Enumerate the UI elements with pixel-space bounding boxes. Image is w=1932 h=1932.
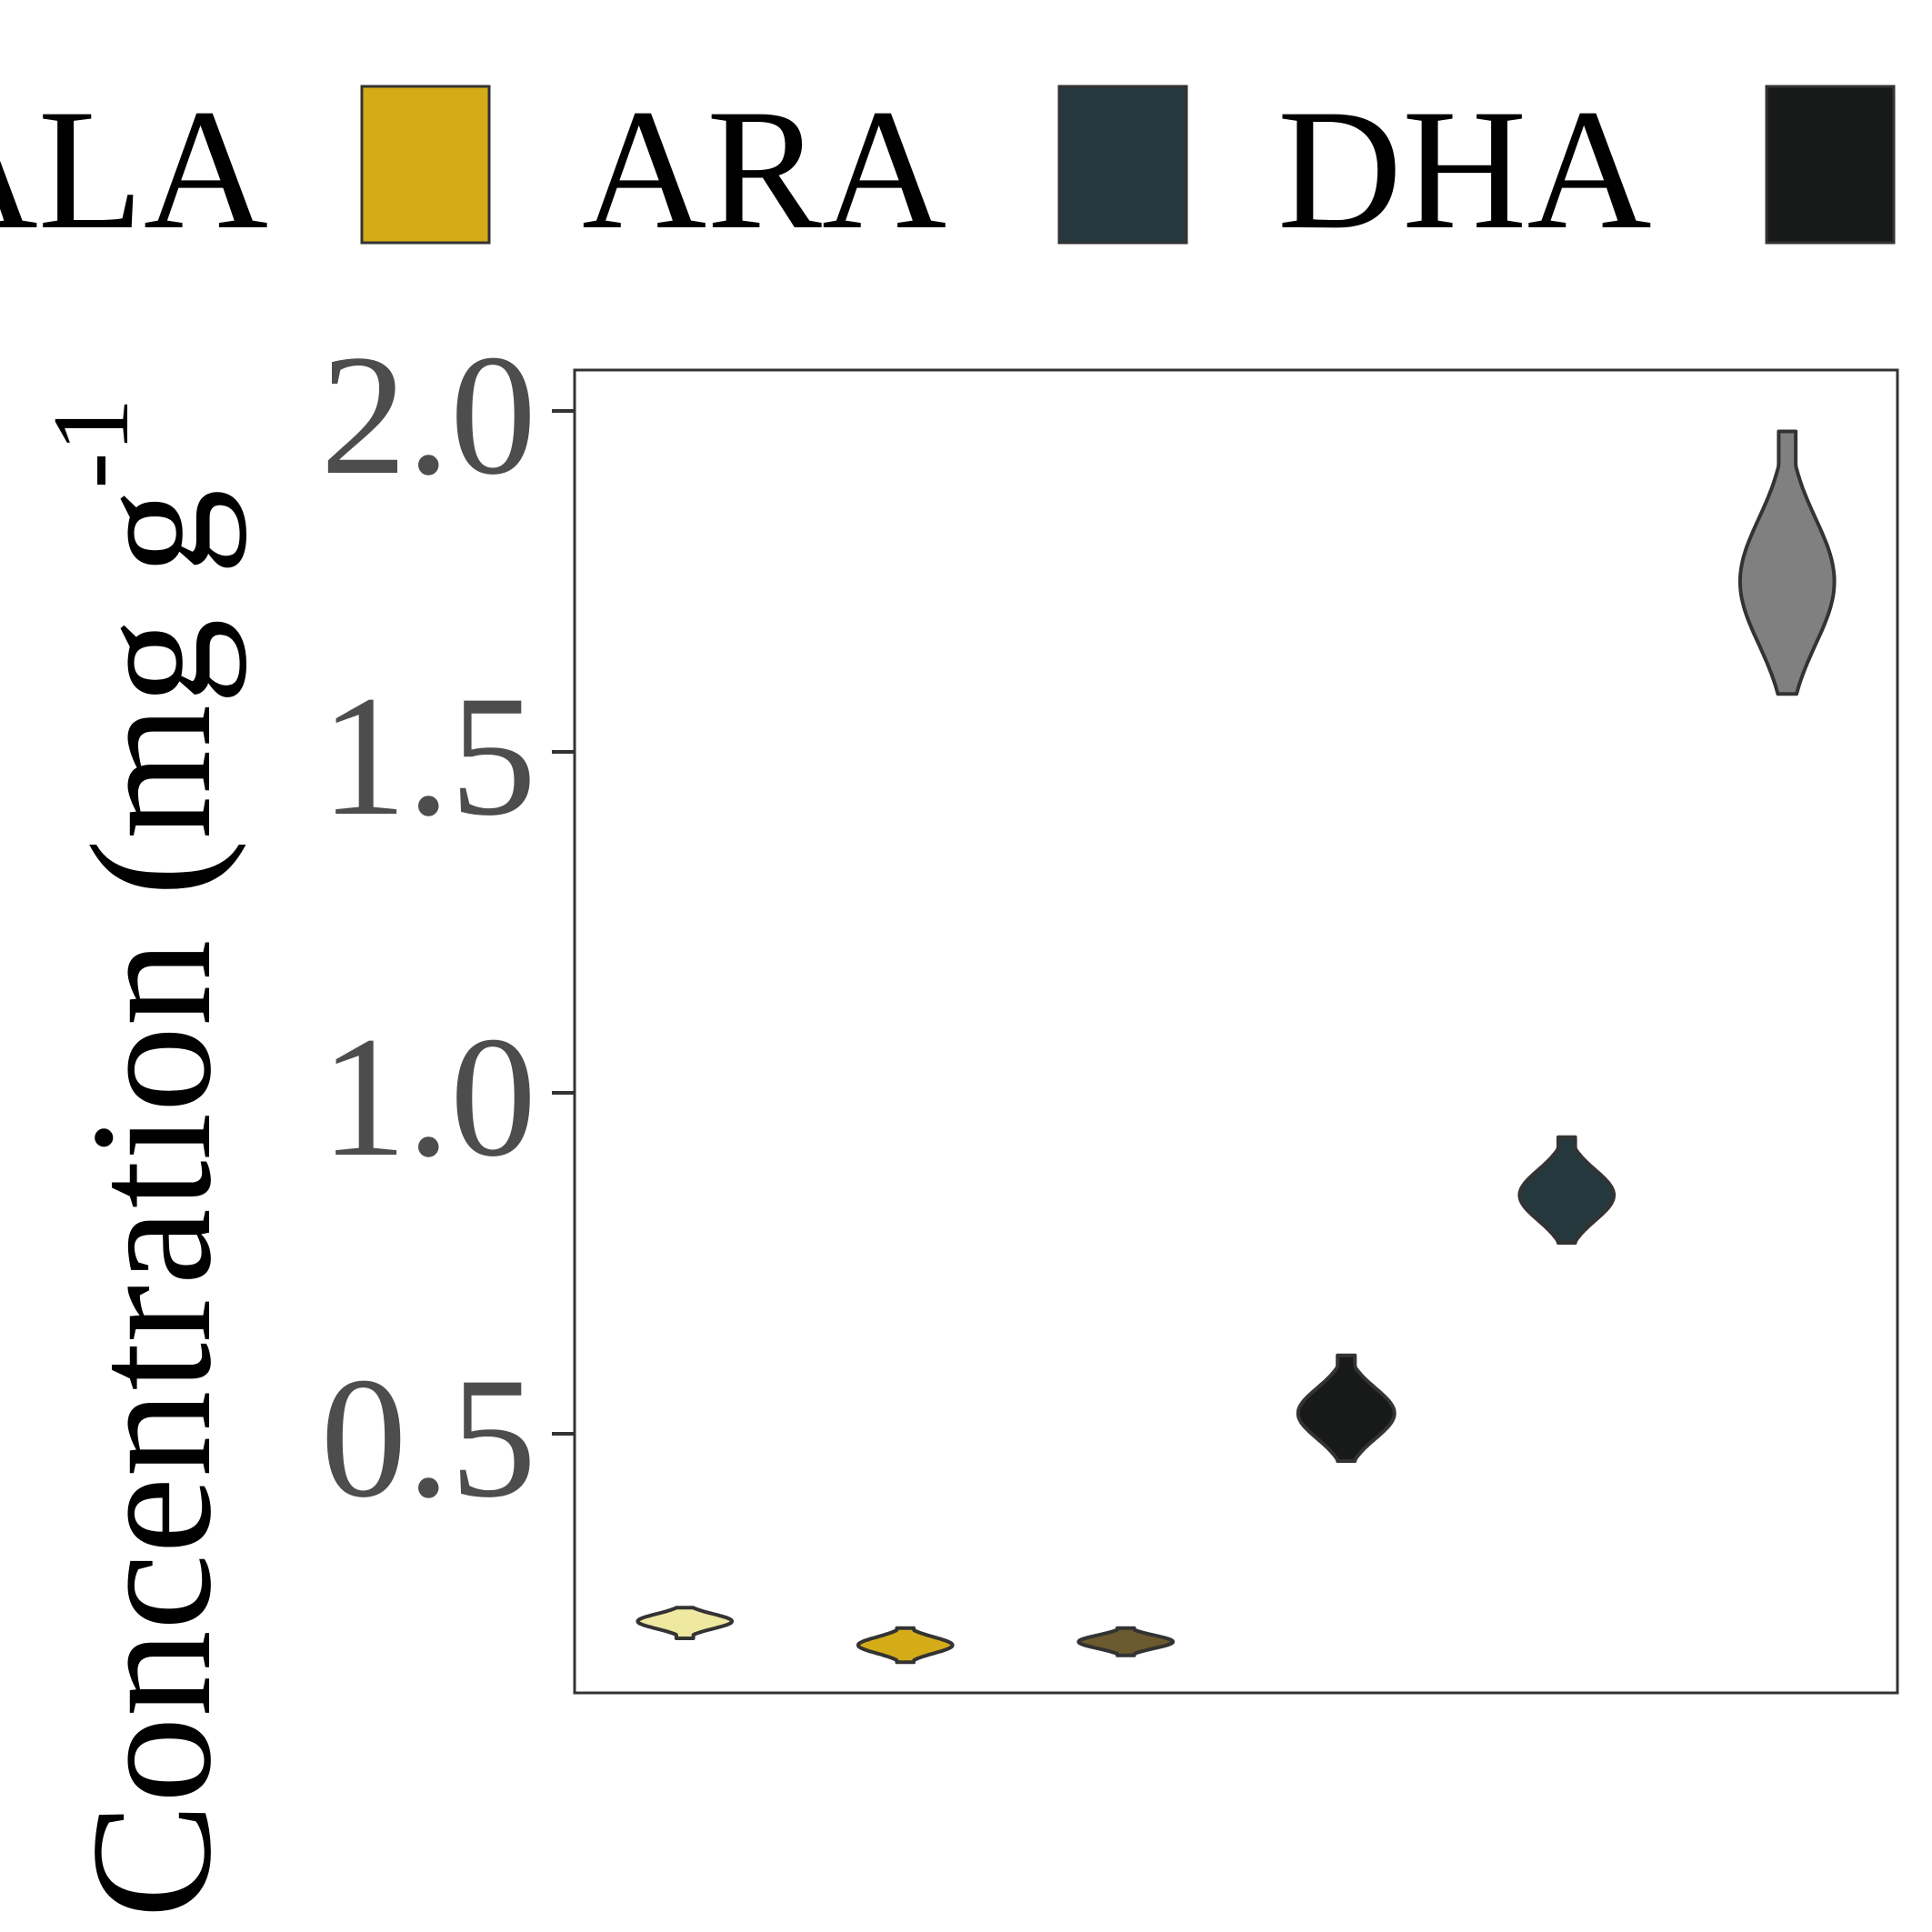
y-tick-1: 1.0 — [321, 1002, 575, 1193]
violins — [636, 429, 1837, 1665]
violin-1 — [636, 1606, 735, 1640]
y-tick-label: 2.0 — [321, 320, 537, 511]
y-tick-label: 1.5 — [321, 661, 537, 852]
legend-label-dha: DHA — [1277, 75, 1652, 265]
violin-6 — [1737, 429, 1837, 696]
y-tick-0: 0.5 — [321, 1343, 575, 1534]
legend-key-dha — [1057, 85, 1188, 245]
legend-label-ara: ARA — [582, 75, 946, 265]
y-tick-2: 1.5 — [321, 661, 575, 852]
y-tick-label: 0.5 — [321, 1343, 537, 1534]
y-axis: 0.5 1.0 1.5 2.0 — [321, 320, 575, 1534]
legend-key-4 — [1765, 85, 1896, 245]
plot-panel — [573, 368, 1899, 1695]
violin-5 — [1517, 1135, 1617, 1245]
y-axis-label-main: Concentration (mg g — [56, 489, 247, 1918]
y-axis-title: Concentration (mg g-1 — [30, 398, 247, 1918]
violin-2 — [856, 1626, 955, 1665]
legend-key-ara — [360, 85, 491, 245]
violin-4 — [1296, 1353, 1396, 1463]
y-axis-label-superscript: -1 — [30, 398, 151, 489]
legend-label-ala: ALA — [0, 75, 268, 265]
violin-3 — [1076, 1626, 1176, 1657]
y-tick-label: 1.0 — [321, 1002, 537, 1193]
y-axis-label: Concentration (mg g-1 — [30, 398, 247, 1918]
legend: ALA ARA DHA — [0, 75, 1896, 265]
y-tick-3: 2.0 — [321, 320, 575, 511]
